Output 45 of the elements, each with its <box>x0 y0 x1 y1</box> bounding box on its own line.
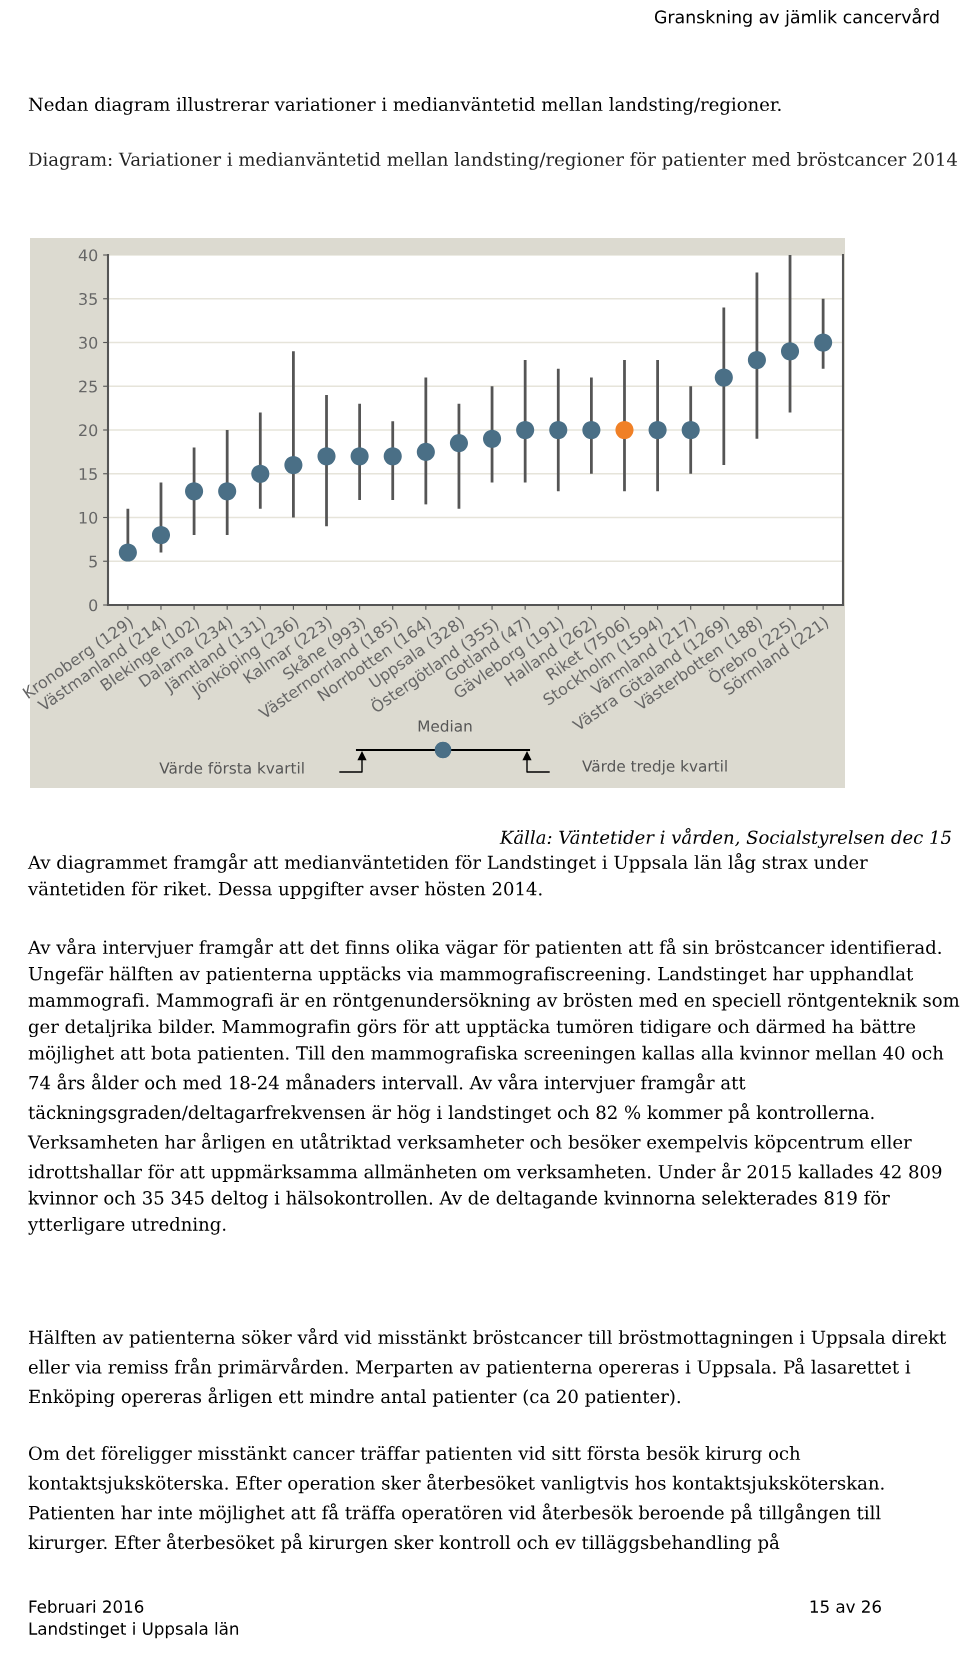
text: Hälften av patienterna söker vård vid misstänkt bröstcancer till bröstmottagningen i Uppsala direkt eller via remiss från primärvården. Merparten av patienterna opereras i Uppsala. På lasarettet i Enköping opereras årligen ett mindre antal patienter (ca 20 patienter). <box>28 1328 947 1407</box>
text: Källa: Väntetider i vården, Socialstyrelsen dec 15 <box>499 828 951 848</box>
text: Av våra intervjuer framgår att det finns olika vägar för patienten att få sin bröstcancer identifierad. Ungefär hälften av patienterna upptäcks via mammografiscreening. Landstinget har upphandlat mammografi. Mammografi är en röntgenundersökning av brösten med en speciell röntgenteknik som ger detaljrika bilder. Mammografin görs för att upptäcka tumören tidigare och därmed ha bättre möjlighet att bota patienten. Till den mammografiska screeningen kallas alla kvinnor mellan 40 och 74 års ålder och med 18-24 månaders intervall. Av våra intervjuer framgår att täckningsgraden/deltagarfrekvensen är hög i landstinget och 82 % kommer på kontrollerna. Verksamheten har årligen en utåtriktad verksamheter och besöker exempelvis köpcentrum eller idrottshallar för att uppmärksamma allmänheten om verksamheten. Under år 2015 kallades 42 809 kvinnor och 35 345 deltog i hälsokontrollen. Av de deltagande kvinnorna selekterades 819 för ytterligare utredning. <box>27 938 960 1235</box>
y-tick-label: 20 <box>79 424 98 437</box>
y-tick-label: 40 <box>78 249 98 262</box>
text: Nedan diagram illustrerar variationer i medianväntetid mellan landsting/regioner. <box>28 97 781 115</box>
y-tick-label: 10 <box>79 511 98 524</box>
y-tick-label: 5 <box>89 555 97 568</box>
point <box>284 455 303 475</box>
point <box>118 543 137 562</box>
point <box>747 350 766 370</box>
y-tick-label: 15 <box>79 468 97 481</box>
text: 15 av 26 <box>810 1600 881 1613</box>
text: Landstinget i Uppsala län <box>29 1622 239 1639</box>
point <box>350 447 369 466</box>
text: Median <box>418 720 472 732</box>
point <box>780 342 800 361</box>
y-tick-label: 30 <box>79 336 98 349</box>
y-tick-label: 35 <box>79 292 97 306</box>
text: Värde tredje kvartil <box>582 760 727 775</box>
text: Värde första kvartil <box>159 762 304 774</box>
point <box>814 333 833 352</box>
text: Av diagrammet framgår att medianväntetiden för Landstinget i Uppsala län låg strax under väntetiden för riket. Dessa uppgifter avser hösten 2014. <box>27 853 868 900</box>
y-tick-label: 25 <box>79 380 97 393</box>
point <box>218 482 237 501</box>
point <box>483 429 502 448</box>
point <box>615 420 634 440</box>
point <box>317 447 336 466</box>
point <box>714 368 733 387</box>
text: Februari 2016 <box>29 1600 144 1613</box>
text: Granskning av jämlik cancervård <box>654 8 939 27</box>
point <box>185 482 204 501</box>
text: Om det föreligger misstänkt cancer träffar patienten vid sitt första besök kirurg och kontaktsjuksköterska. Efter operation sker återbesöket vanligtvis hos kontaktsjuksköterskan. Patienten har inte möjlighet att få träffa operatören vid återbesök beroende på tillgången till kirurger. Efter återbesöket på kirurgen sker kontroll och ev tilläggsbehandling på <box>28 1446 884 1553</box>
point <box>582 420 601 440</box>
point <box>383 447 402 466</box>
point <box>648 420 667 440</box>
point <box>416 442 435 461</box>
point <box>449 434 468 453</box>
point <box>516 420 535 440</box>
chart-title: Diagram: Variationer i medianväntetid mellan landsting/regioner för patienter med bröstcancer 2014 <box>29 152 958 170</box>
point <box>549 420 568 440</box>
y-tick-label: 0 <box>89 599 98 612</box>
point <box>251 464 270 483</box>
point <box>681 420 700 440</box>
point <box>151 525 171 545</box>
